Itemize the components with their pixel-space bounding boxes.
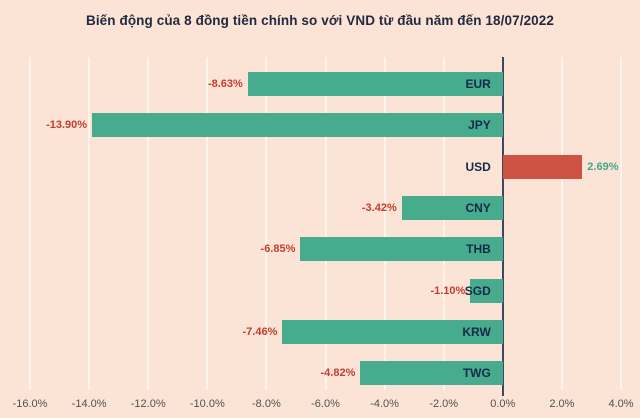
gridline xyxy=(206,57,209,390)
bar-usd xyxy=(502,154,583,179)
category-label-krw: KRW xyxy=(462,324,491,339)
x-tick-label: -6.0% xyxy=(311,398,340,410)
category-label-usd: USD xyxy=(465,159,491,174)
gridline xyxy=(29,57,31,390)
value-label-usd: 2.69% xyxy=(587,160,619,173)
chart-title: Biến động của 8 đồng tiền chính so với V… xyxy=(85,13,554,28)
x-tick-label: -10.0% xyxy=(189,398,225,410)
x-tick-label: -4.0% xyxy=(370,398,399,410)
gridline xyxy=(620,57,622,390)
value-label-cny: -3.42% xyxy=(361,201,397,214)
x-tick-label: -14.0% xyxy=(71,398,107,410)
value-label-twg: -4.82% xyxy=(320,367,356,380)
gridline xyxy=(88,57,91,390)
x-tick-label: -8.0% xyxy=(252,398,281,410)
x-tick-label: -12.0% xyxy=(130,398,166,410)
bar-thb xyxy=(300,237,503,262)
category-label-jpy: JPY xyxy=(468,118,491,133)
bar-sgd xyxy=(470,278,503,303)
gridline xyxy=(324,57,327,390)
value-label-jpy: -13.90% xyxy=(46,119,88,132)
category-label-eur: EUR xyxy=(465,77,491,91)
value-label-eur: -8.63% xyxy=(207,78,243,90)
x-tick-label: 0.0% xyxy=(490,398,516,410)
value-label-thb: -6.85% xyxy=(260,243,296,256)
gridline xyxy=(147,57,150,390)
gridline xyxy=(442,57,445,390)
x-tick-label: 4.0% xyxy=(608,398,634,410)
gridline xyxy=(265,57,268,390)
category-label-sgd: SGD xyxy=(464,283,491,298)
x-tick-label: 2.0% xyxy=(549,398,575,410)
x-tick-label: -2.0% xyxy=(429,398,459,410)
value-label-sgd: -1.10% xyxy=(430,284,466,297)
gridline xyxy=(383,57,386,390)
gridline xyxy=(560,57,563,390)
zero-axis-line xyxy=(502,57,504,396)
value-label-krw: -7.46% xyxy=(242,325,278,338)
bar-twg xyxy=(360,361,503,386)
bar-krw xyxy=(282,319,503,344)
category-label-cny: CNY xyxy=(465,200,491,215)
bar-eur xyxy=(247,72,503,96)
bar-jpy xyxy=(92,113,503,138)
category-label-thb: THB xyxy=(466,242,491,257)
x-tick-label: -16.0% xyxy=(12,398,48,410)
bar-cny xyxy=(401,195,503,220)
category-label-twg: TWG xyxy=(462,366,491,381)
